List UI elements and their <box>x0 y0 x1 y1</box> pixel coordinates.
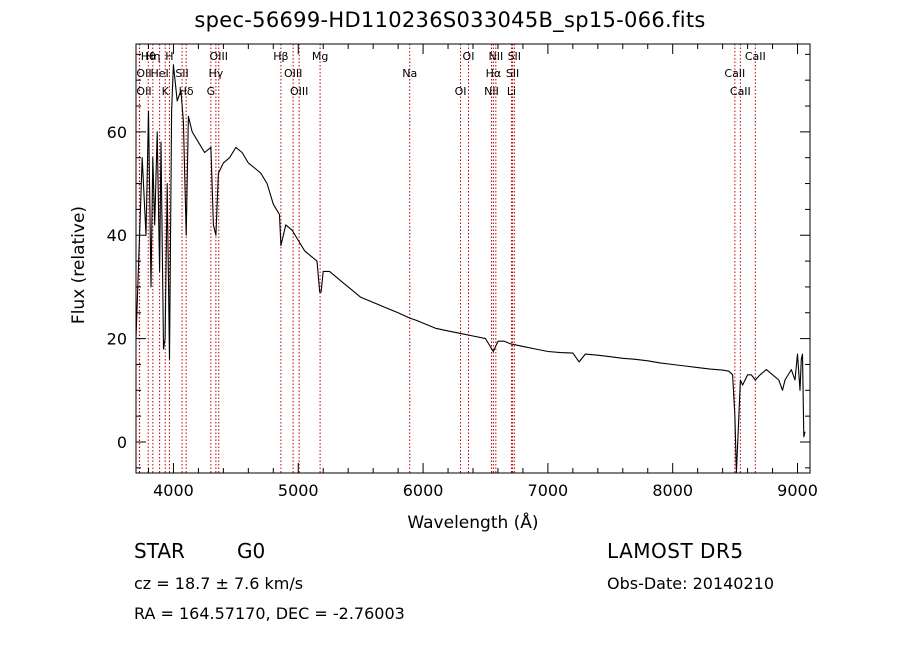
line-marker-label: SII <box>508 50 521 63</box>
line-marker-label: CaII <box>730 85 751 98</box>
line-marker-label: OII <box>136 85 151 98</box>
line-marker-label: Li <box>507 85 516 98</box>
object-subclass-label: G0 <box>237 539 266 563</box>
line-marker-label: CaII <box>724 67 745 80</box>
x-tick-label: 8000 <box>652 481 693 500</box>
line-marker-label: Mg <box>312 50 328 63</box>
line-marker-label: OIII <box>284 67 302 80</box>
y-tick-label: 40 <box>107 226 127 245</box>
line-marker-label: SII <box>175 67 188 80</box>
y-tick-label: 60 <box>107 123 127 142</box>
line-marker-label: SII <box>506 67 519 80</box>
coordinates-readout: RA = 164.57170, DEC = -2.76003 <box>134 604 405 623</box>
line-marker-label: OIII <box>290 85 308 98</box>
line-marker-label: Hδ <box>179 85 194 98</box>
axis-ticks <box>136 44 810 473</box>
line-marker-label: Hθ <box>141 50 156 63</box>
line-marker-label: Hβ <box>273 50 288 63</box>
line-marker-label: OI <box>455 85 467 98</box>
emission-line-markers <box>138 44 756 473</box>
object-class-label: STAR <box>134 539 185 563</box>
line-marker-label: G <box>207 85 216 98</box>
line-marker-label: Hα <box>486 67 502 80</box>
line-marker-label: OII <box>136 67 151 80</box>
emission-line-labels: HθOIIOIIHηHeIKHSIIHδOIIIHγGHβOIIIOIIIMgN… <box>136 50 765 98</box>
x-tick-label: 9000 <box>777 481 818 500</box>
line-marker-label: Na <box>402 67 417 80</box>
x-tick-label: 7000 <box>528 481 569 500</box>
axis-tick-labels: 4000 5000 6000 7000 8000 9000 0 20 40 60 <box>107 123 818 500</box>
line-marker-label: NII <box>484 85 499 98</box>
line-marker-label: NII <box>488 50 503 63</box>
line-marker-label: H <box>165 50 173 63</box>
line-marker-label: Hγ <box>208 67 223 80</box>
y-axis-label: Flux (relative) <box>69 206 89 324</box>
plot-axes <box>135 43 811 474</box>
chart-title: spec-56699-HD110236S033045B_sp15-066.fit… <box>194 8 706 32</box>
y-tick-label: 20 <box>107 330 127 349</box>
line-marker-label: HeI <box>150 67 168 80</box>
line-marker-label: OIII <box>210 50 228 63</box>
line-marker-label: CaII <box>745 50 766 63</box>
x-tick-label: 6000 <box>403 481 444 500</box>
spectrum-line <box>135 64 806 474</box>
line-marker-label: Hη <box>145 50 160 63</box>
line-marker-label: K <box>162 85 170 98</box>
x-axis-label: Wavelength (Å) <box>407 511 538 533</box>
redshift-readout: cz = 18.7 ± 7.6 km/s <box>134 574 304 593</box>
x-tick-label: 4000 <box>153 481 194 500</box>
survey-label: LAMOST DR5 <box>607 539 744 563</box>
x-tick-label: 5000 <box>278 481 319 500</box>
plot-frame <box>135 43 811 474</box>
y-tick-label: 0 <box>117 433 127 452</box>
spectrum-series <box>135 64 806 474</box>
line-marker-label: OI <box>463 50 475 63</box>
observation-date: Obs-Date: 20140210 <box>607 574 775 593</box>
